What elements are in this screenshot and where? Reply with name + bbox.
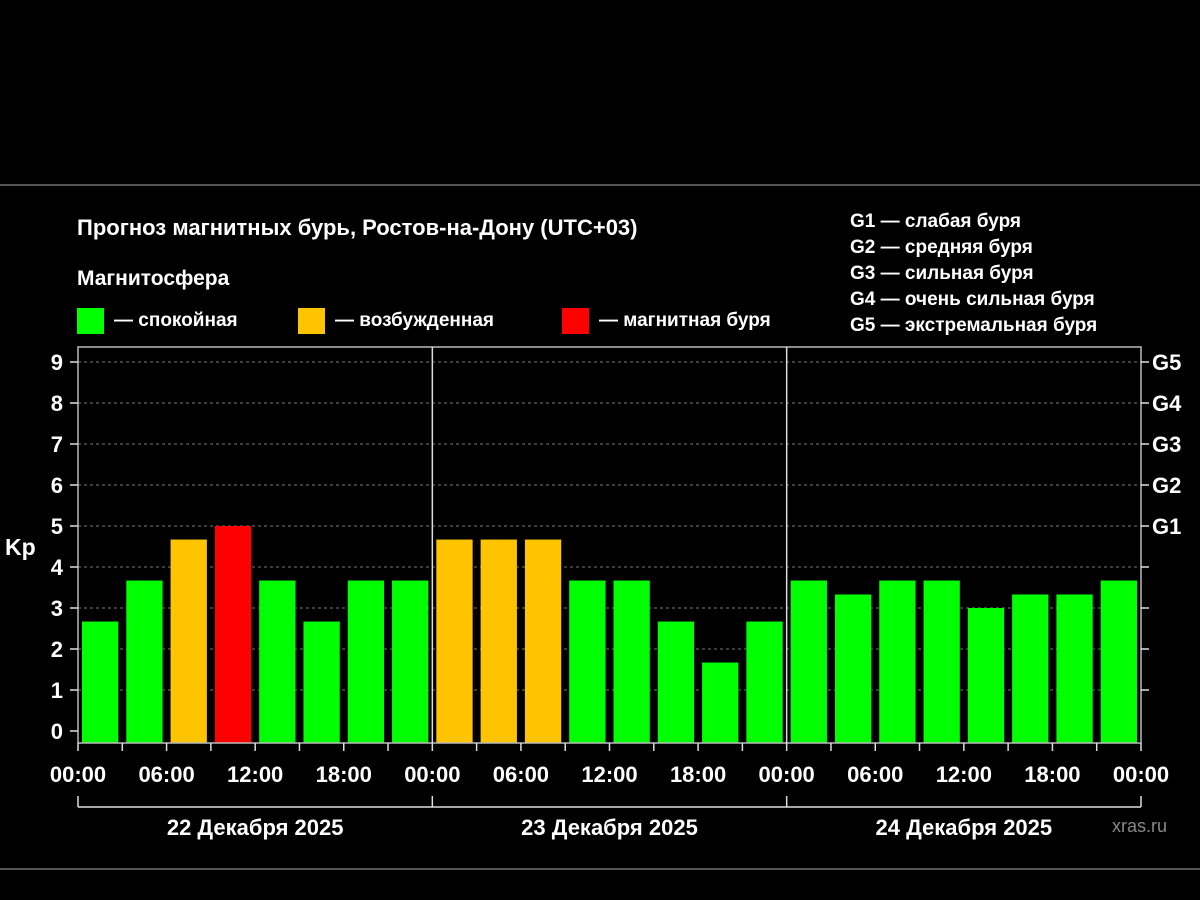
legend-quiet-text: — спокойная [114, 310, 238, 331]
day-label: 22 Декабря 2025 [167, 815, 344, 840]
watermark: xras.ru [1112, 816, 1168, 836]
top-divider [0, 184, 1200, 186]
kp-bar [303, 621, 340, 743]
x-tick-label: 06:00 [493, 762, 549, 787]
legend-storm-swatch [562, 308, 589, 334]
y-tick-label: 4 [51, 555, 64, 580]
x-tick-label: 18:00 [316, 762, 372, 787]
magnetosphere-label: Магнитосфера [77, 267, 230, 290]
legend-quiet-swatch [77, 308, 104, 334]
kp-bar [1012, 594, 1049, 743]
x-tick-label: 12:00 [936, 762, 992, 787]
day-label: 24 Декабря 2025 [876, 815, 1053, 840]
g-level-label: G5 [1152, 350, 1181, 375]
y-tick-label: 8 [51, 391, 63, 416]
x-tick-label: 00:00 [404, 762, 460, 787]
legend-excited: — возбужденная [298, 308, 494, 334]
kp-bar [524, 539, 562, 743]
legend-storm: — магнитная буря [562, 308, 771, 334]
kp-bar [214, 526, 252, 743]
kp-bar [259, 580, 296, 743]
day-label: 23 Декабря 2025 [521, 815, 698, 840]
y-tick-label: 9 [51, 350, 63, 375]
legend-excited-text: — возбужденная [335, 310, 495, 331]
kp-bar [170, 539, 207, 743]
g-level-label: G4 [1152, 391, 1182, 416]
kp-bar [480, 539, 517, 743]
kp-bar [347, 580, 385, 743]
x-tick-label: 00:00 [50, 762, 106, 787]
kp-bar [569, 580, 606, 743]
bottom-divider [0, 868, 1200, 870]
kp-bar [657, 621, 695, 743]
x-tick-label: 00:00 [1113, 762, 1169, 787]
kp-bar [967, 608, 1005, 743]
x-tick-label: 12:00 [581, 762, 637, 787]
kp-bar [1056, 594, 1093, 743]
kp-bar [879, 580, 916, 743]
kp-bar [746, 621, 783, 743]
kp-bar [126, 580, 163, 743]
y-tick-label: 1 [51, 678, 63, 703]
gscale-g3: G3 — сильная буря [850, 263, 1034, 284]
gscale-g5: G5 — экстремальная буря [850, 315, 1098, 336]
y-tick-label: 3 [51, 596, 63, 621]
kp-bar [1100, 580, 1137, 743]
x-tick-label: 06:00 [138, 762, 194, 787]
x-tick-label: 00:00 [759, 762, 815, 787]
x-tick-label: 18:00 [1024, 762, 1080, 787]
legend-quiet: — спокойная [77, 308, 238, 334]
y-axis-label: Kp [5, 534, 36, 560]
g-level-label: G1 [1152, 514, 1181, 539]
kp-bar [923, 580, 960, 743]
kp-bar [613, 580, 650, 743]
gscale-g1: G1 — слабая буря [850, 211, 1022, 232]
kp-bar [392, 580, 429, 743]
chart-title: Прогноз магнитных бурь, Ростов-на-Дону (… [77, 215, 638, 240]
g-level-label: G3 [1152, 432, 1181, 457]
y-tick-label: 6 [51, 473, 63, 498]
gscale-legend: G1 — слабая буря G2 — средняя буря G3 — … [850, 209, 1097, 339]
legend-storm-text: — магнитная буря [599, 310, 771, 331]
kp-bar [436, 539, 473, 743]
x-tick-label: 06:00 [847, 762, 903, 787]
x-tick-label: 18:00 [670, 762, 726, 787]
kp-bar [834, 594, 872, 743]
kp-bar [790, 580, 827, 743]
y-tick-label: 5 [51, 514, 63, 539]
legend-excited-swatch [298, 308, 325, 334]
kp-bar [82, 621, 119, 743]
g-level-label: G2 [1152, 473, 1181, 498]
y-tick-label: 7 [51, 432, 63, 457]
gscale-g2: G2 — средняя буря [850, 237, 1033, 258]
gscale-g4: G4 — очень сильная буря [850, 289, 1095, 310]
y-tick-label: 2 [51, 637, 63, 662]
x-tick-label: 12:00 [227, 762, 283, 787]
kp-bar [702, 662, 739, 743]
y-tick-label: 0 [51, 719, 63, 744]
